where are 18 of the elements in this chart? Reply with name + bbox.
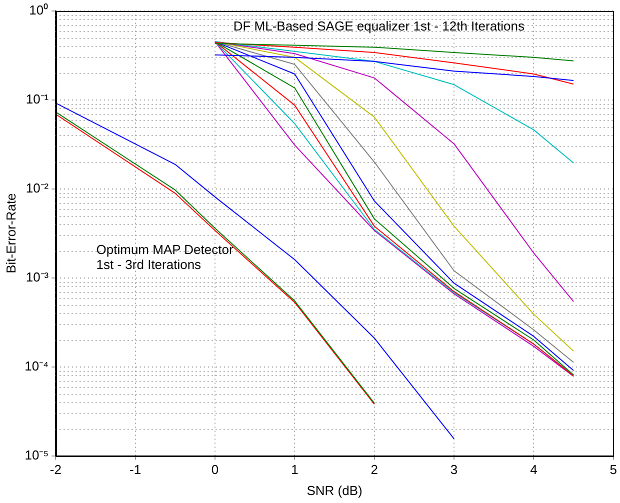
x-tick-label: 1 bbox=[291, 462, 298, 478]
annotation: Optimum MAP Detector 1st - 3rd Iterations bbox=[96, 242, 234, 272]
x-tick-label: 3 bbox=[450, 462, 458, 478]
x-tick-label: -2 bbox=[50, 462, 62, 478]
x-axis-title: SNR (dB) bbox=[306, 482, 362, 498]
y-tick-label: 10⁻² bbox=[26, 180, 50, 196]
y-tick-label: 10⁰ bbox=[29, 2, 49, 18]
x-tick-label: -1 bbox=[130, 462, 142, 478]
x-tick-label: 4 bbox=[530, 462, 538, 478]
x-tick-label: 0 bbox=[211, 462, 219, 478]
y-axis-title: Bit-Error-Rate bbox=[3, 193, 18, 274]
x-tick-label: 5 bbox=[610, 462, 617, 478]
y-tick-label: 10⁻⁴ bbox=[24, 358, 49, 374]
x-tick-label: 2 bbox=[370, 462, 378, 478]
y-tick-label: 10⁻⁵ bbox=[24, 447, 49, 462]
annotation: DF ML-Based SAGE equalizer 1st - 12th Iterations bbox=[233, 18, 526, 34]
y-tick-label: 10⁻³ bbox=[26, 269, 50, 284]
y-tick-label: 10⁻¹ bbox=[26, 91, 50, 106]
